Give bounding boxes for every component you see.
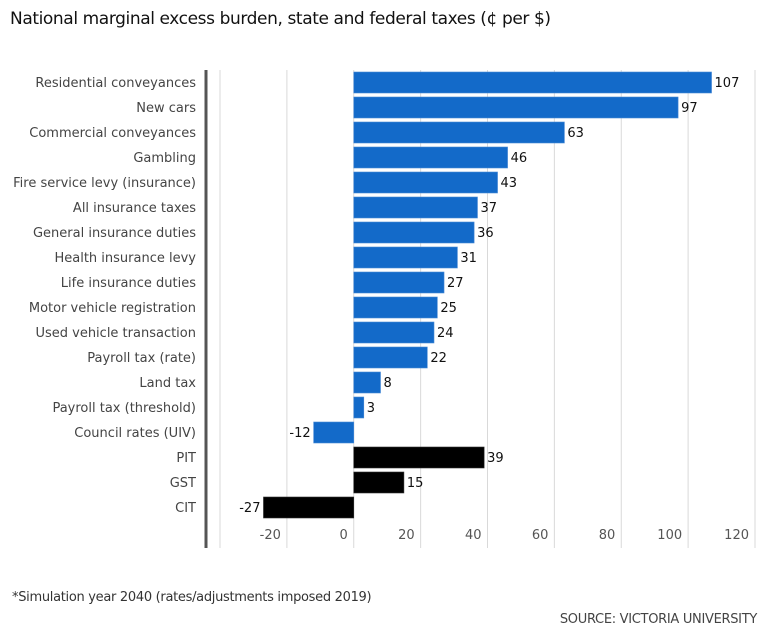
value-label: 46 <box>511 151 528 166</box>
value-label: 27 <box>447 276 464 291</box>
category-label: Residential conveyances <box>35 76 196 91</box>
footnote: *Simulation year 2040 (rates/adjustments… <box>12 590 372 605</box>
value-label: 39 <box>487 451 504 466</box>
value-label: 8 <box>384 376 392 391</box>
value-label: 22 <box>430 351 447 366</box>
category-label: PIT <box>176 451 196 466</box>
category-label: Payroll tax (rate) <box>87 351 196 366</box>
bar <box>353 346 428 369</box>
category-label: CIT <box>175 501 196 516</box>
bars <box>263 71 712 519</box>
x-tick-label: 20 <box>398 528 415 543</box>
bar <box>353 171 498 194</box>
value-label: 31 <box>460 251 477 266</box>
x-tick-label: 0 <box>339 528 347 543</box>
x-tick-label: 100 <box>657 528 682 543</box>
value-label: 36 <box>477 226 494 241</box>
bar <box>353 446 485 469</box>
value-label: 37 <box>480 201 497 216</box>
category-label: Payroll tax (threshold) <box>52 401 196 416</box>
bar <box>353 96 679 119</box>
value-label: 107 <box>715 76 740 91</box>
x-tick-label: 80 <box>599 528 616 543</box>
x-tick-label: -20 <box>260 528 281 543</box>
value-label: 3 <box>367 401 375 416</box>
x-tick-label: 40 <box>465 528 482 543</box>
chart-title: National marginal excess burden, state a… <box>10 9 551 29</box>
category-label: Health insurance levy <box>54 251 196 266</box>
bar <box>353 221 475 244</box>
x-tick-label: 120 <box>724 528 749 543</box>
bar <box>353 246 458 269</box>
category-label: Life insurance duties <box>61 276 196 291</box>
value-label: 97 <box>681 101 698 116</box>
category-label: All insurance taxes <box>73 201 196 216</box>
value-label: 43 <box>501 176 518 191</box>
category-label: Land tax <box>139 376 196 391</box>
value-label: 25 <box>440 301 457 316</box>
value-label: 15 <box>407 476 424 491</box>
bar <box>353 321 435 344</box>
value-label: 24 <box>437 326 454 341</box>
category-label: Used vehicle transaction <box>35 326 196 341</box>
value-label: 63 <box>567 126 584 141</box>
bar <box>353 396 365 419</box>
bar <box>353 121 565 144</box>
category-label: New cars <box>136 101 196 116</box>
category-label: GST <box>170 476 196 491</box>
bar <box>353 296 438 319</box>
x-tick-labels: -20 0 20 40 60 80 100 120 <box>260 528 749 543</box>
source-credit: SOURCE: VICTORIA UNIVERSITY <box>559 612 757 627</box>
value-label: -27 <box>239 501 260 516</box>
category-label: Commercial conveyances <box>29 126 196 141</box>
category-label: Council rates (UIV) <box>74 426 196 441</box>
bar <box>353 196 478 219</box>
bar <box>353 146 508 169</box>
category-label: Gambling <box>133 151 196 166</box>
bar <box>353 471 405 494</box>
bar <box>313 421 355 444</box>
category-labels: Residential conveyances New cars Commercia… <box>13 76 196 516</box>
x-tick-label: 60 <box>532 528 549 543</box>
bar <box>353 371 381 394</box>
category-label: Motor vehicle registration <box>29 301 196 316</box>
value-label: -12 <box>289 426 310 441</box>
bar <box>353 71 712 94</box>
bar <box>353 271 445 294</box>
category-label: Fire service levy (insurance) <box>13 176 196 191</box>
bar <box>263 496 355 519</box>
category-label: General insurance duties <box>33 226 196 241</box>
